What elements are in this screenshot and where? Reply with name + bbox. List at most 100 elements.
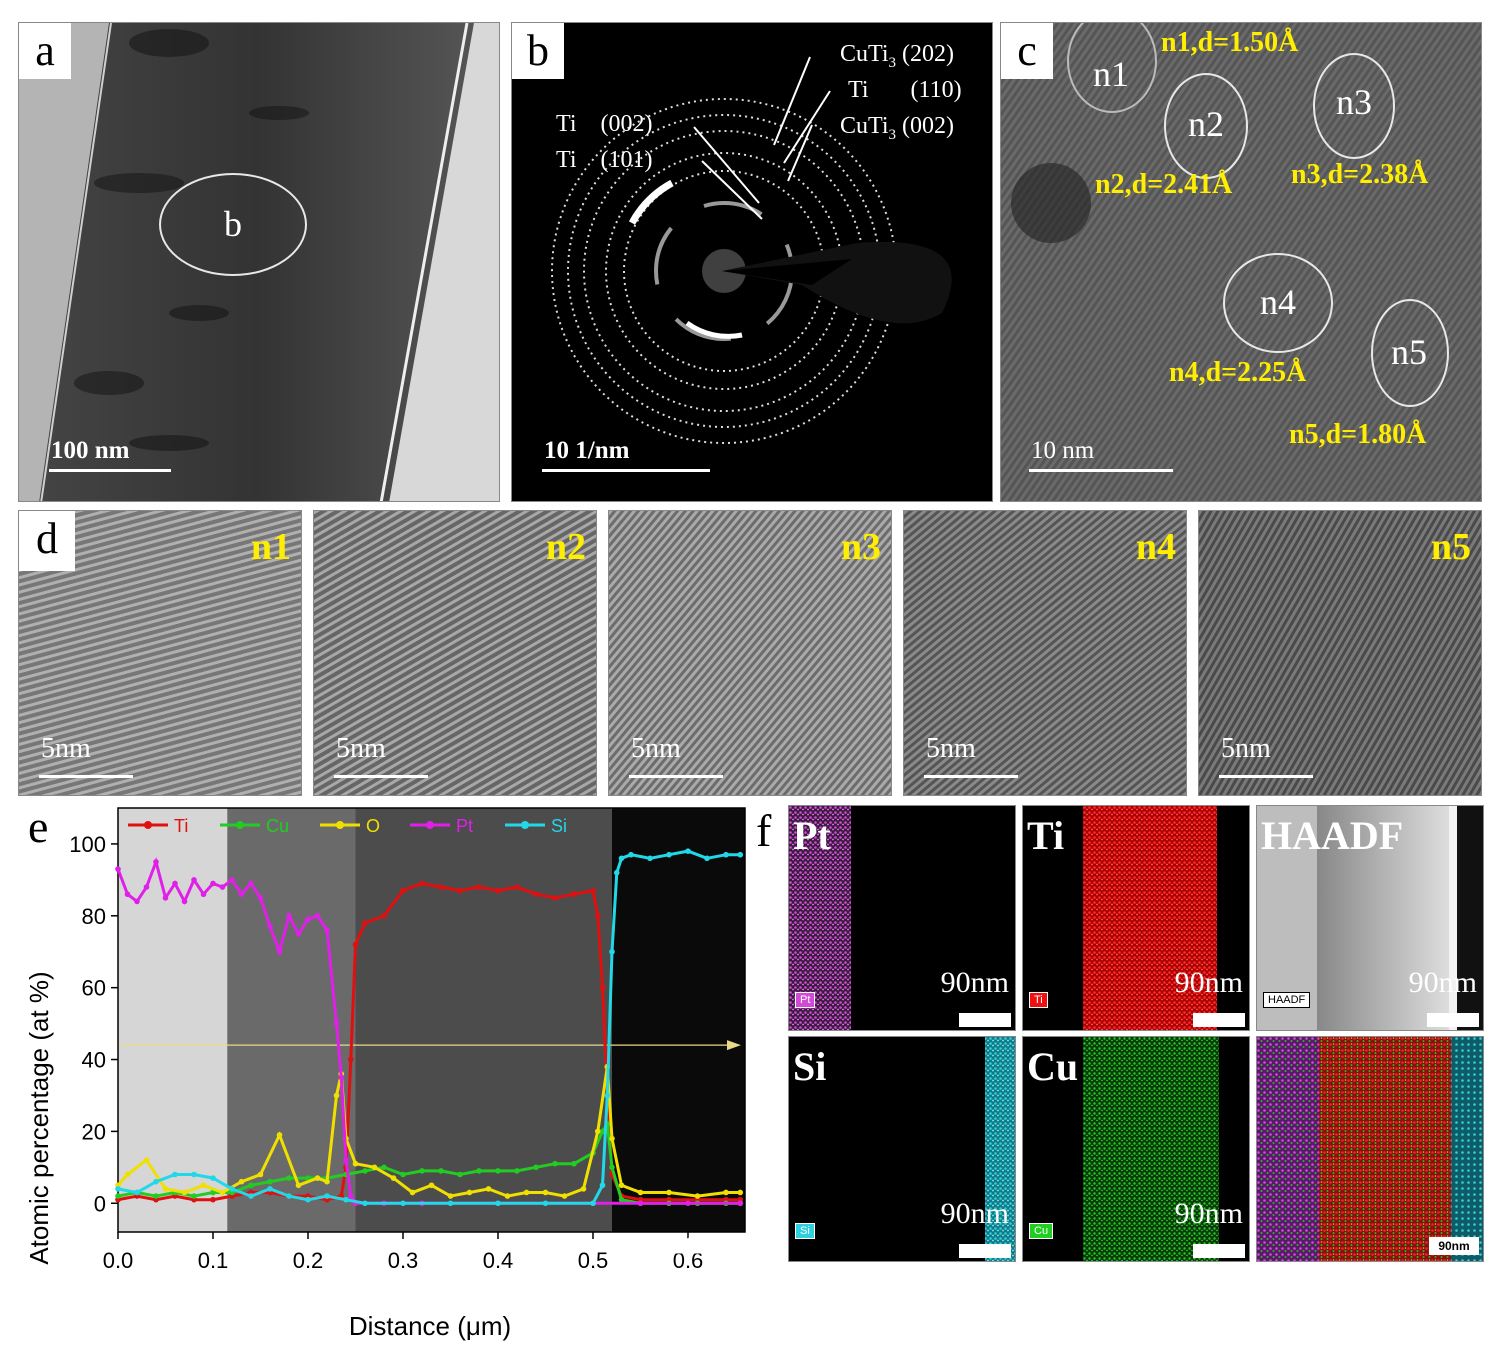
ring-hkl: (101): [600, 147, 653, 173]
lattice-texture: [609, 511, 891, 795]
data-point-o: [409, 1189, 416, 1196]
ring-phase: Ti: [556, 147, 577, 173]
ring-label-ti-002: Ti (002): [556, 111, 652, 138]
hrtem-tile-n2: n2 5nm: [313, 510, 597, 796]
data-point-si: [400, 1200, 406, 1207]
data-point-cu: [210, 1189, 216, 1196]
data-point-si: [685, 848, 691, 854]
data-point-cu: [248, 1182, 254, 1189]
map-badge: HAADF: [1263, 992, 1311, 1008]
panel-a-tem-image: a b 100 nm: [18, 22, 500, 502]
x-tick-label: 0.2: [293, 1248, 324, 1273]
ring-phase: CuTi3: [840, 113, 896, 143]
eds-map-overlay: 90nm: [1256, 1036, 1484, 1262]
data-point-o: [390, 1175, 397, 1181]
data-point-o: [542, 1189, 549, 1196]
map-scale-text: 90nm: [940, 966, 1009, 999]
data-point-o: [580, 1186, 587, 1192]
data-point-cu: [618, 1196, 625, 1203]
legend: Ti Cu O Pt Si: [128, 816, 567, 836]
ring-phase: Ti: [848, 77, 869, 103]
panel-e-label: e: [28, 801, 49, 852]
bg-interface-region: [227, 808, 356, 1232]
data-point-pt: [210, 880, 216, 887]
data-point-pt: [267, 923, 273, 930]
bg-pt-region: [118, 808, 228, 1232]
data-point-cu: [362, 1168, 368, 1174]
data-point-cu: [381, 1164, 387, 1171]
data-point-ti: [571, 891, 577, 898]
data-point-si: [647, 855, 653, 862]
data-point-o: [181, 1189, 188, 1196]
data-point-o: [666, 1189, 672, 1196]
y-tick-label: 100: [69, 832, 106, 857]
panel-c-label: c: [1001, 23, 1053, 79]
legend-marker: [336, 821, 344, 829]
data-point-pt: [333, 1020, 340, 1027]
y-tick-label: 20: [82, 1119, 106, 1144]
data-point-si: [599, 1182, 606, 1189]
tile-scale-bar: [39, 775, 133, 778]
data-point-pt: [737, 1200, 744, 1207]
legend-marker: [521, 821, 529, 829]
data-point-si: [723, 851, 729, 858]
ring-hkl: (002): [600, 111, 653, 137]
data-point-ti: [590, 887, 596, 894]
map-scale-text: 90nm: [1174, 1197, 1243, 1230]
eds-map-cu: Cu Cu 90nm: [1022, 1036, 1250, 1262]
series-group: [115, 848, 744, 1207]
data-point-ti: [457, 887, 463, 894]
region-n5-spacing: n5,d=1.80Å: [1289, 419, 1427, 450]
y-tick-label: 80: [82, 904, 106, 929]
data-point-o: [561, 1193, 568, 1199]
legend-label: O: [366, 816, 380, 836]
data-point-pt: [295, 930, 302, 937]
map-scale-text: 90nm: [1174, 966, 1243, 999]
legend-marker: [426, 821, 434, 829]
data-point-si: [447, 1200, 454, 1207]
data-point-cu: [286, 1175, 292, 1181]
x-tick-label: 0.1: [198, 1248, 229, 1273]
data-point-o: [295, 1182, 302, 1189]
legend-label: Ti: [174, 816, 188, 836]
data-point-ti: [362, 920, 368, 926]
data-point-pt: [685, 1200, 691, 1207]
lattice-texture: [904, 511, 1186, 795]
data-point-o: [162, 1186, 169, 1192]
data-point-pt: [143, 884, 150, 890]
map-title: Ti: [1027, 813, 1065, 858]
panel-b-scale-bar: [542, 469, 710, 472]
region-n1-spacing: n1,d=1.50Å: [1161, 27, 1299, 58]
data-point-cu: [457, 1171, 463, 1178]
ring-hkl: (002): [902, 113, 954, 139]
x-axis-label: Distance (μm): [349, 1311, 511, 1341]
data-point-pt: [172, 880, 178, 887]
legend-label: Pt: [456, 816, 473, 836]
data-point-cu: [533, 1164, 539, 1171]
inset-scale-text: 100 nm: [653, 1233, 706, 1250]
map-title: Pt: [793, 813, 831, 858]
data-point-o: [618, 1182, 625, 1189]
data-point-pt: [637, 1200, 644, 1207]
data-point-o: [314, 1175, 321, 1181]
hrtem-tile-n5: n5 5nm: [1198, 510, 1482, 796]
map-texture: [1257, 1037, 1483, 1261]
panel-b-label: b: [512, 23, 564, 79]
data-point-o: [723, 1189, 729, 1196]
data-point-o: [219, 1189, 226, 1196]
panel-b-saed-pattern: b Ti (002) Ti (101) CuTi3 (202) Ti (110)…: [511, 22, 993, 502]
data-point-ti: [514, 884, 520, 890]
tile-title: n4: [1135, 526, 1176, 568]
map-badge: Pt: [795, 992, 816, 1008]
data-point-pt: [248, 880, 254, 887]
map-title: Cu: [1027, 1044, 1079, 1089]
region-n3-circle: [1313, 53, 1395, 159]
ring-label-ti-110: Ti (110): [848, 77, 962, 104]
eds-map-pt: Pt Pt 90nm: [788, 805, 1016, 1031]
data-point-si: [666, 851, 672, 858]
data-point-pt: [162, 895, 169, 901]
data-point-ti: [599, 984, 606, 991]
data-point-ti: [476, 884, 482, 890]
data-point-cu: [571, 1160, 577, 1167]
